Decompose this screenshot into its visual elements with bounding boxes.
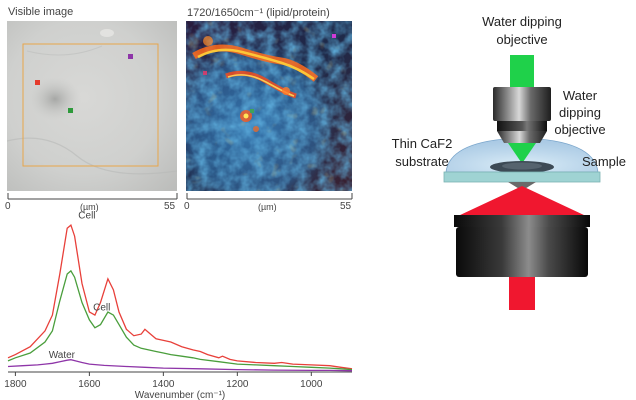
series-annotation-0: Cell [78,211,95,222]
series-annotation-1: Cell [93,302,110,313]
side-objective-label-1: Water [563,88,598,103]
spectra-chart: Cell Cell Water 1800 1600 1400 1200 1000 Waven… [4,211,353,400]
side-objective-label-2: dipping [559,105,601,120]
green-beam-top [510,55,534,87]
substrate-label-2: substrate [395,154,448,169]
ratio-marker [332,34,336,38]
bottom-objective [454,215,590,277]
green-focus-cone [508,143,536,162]
substrate-label-1: Thin CaF2 [392,136,453,151]
series-line-2 [7,359,352,372]
ratio-axis [186,193,353,200]
ratio-image [186,21,352,191]
visible-axis-unit: (µm) [80,202,99,212]
x-tick-label-3: 1200 [226,379,249,390]
ratio-axis-min: 0 [184,201,190,212]
x-tick-label-2: 1400 [152,379,175,390]
x-tick-label-4: 1000 [300,379,323,390]
side-objective-label-3: objective [554,122,605,137]
visible-axis-max: 55 [164,201,176,212]
red-focus-cone [458,186,586,216]
series-line-0 [7,223,353,370]
top-objective [493,87,551,143]
sample-label: Sample [582,154,626,169]
visible-axis [7,193,178,200]
x-tick-label-0: 1800 [4,379,27,390]
lipid-hotspots [192,36,319,132]
cell-marker-red [35,80,40,85]
top-objective-label-2: objective [496,32,547,47]
top-objective-label-1: Water dipping [482,14,562,29]
ratio-axis-max: 55 [340,201,352,212]
series-annotation-2: Water [49,350,76,361]
ratio-image-title: 1720/1650cm⁻¹ (lipid/protein) [187,7,330,19]
water-marker-purple [128,54,133,59]
red-beam-bottom [509,277,535,310]
visible-image [7,21,177,191]
visible-axis-min: 0 [5,201,11,212]
visible-image-title: Visible image [8,6,74,18]
series-line-1 [7,269,353,371]
optics-diagram: Water dipping objective Water dipping ob… [392,14,626,310]
caf2-substrate [443,171,601,183]
x-axis-label: Wavenumber (cm⁻¹) [135,390,225,400]
roi-box [22,43,159,167]
ratio-axis-unit: (µm) [258,202,277,212]
x-tick-label-1: 1600 [78,379,101,390]
cell-marker-green [68,108,73,113]
